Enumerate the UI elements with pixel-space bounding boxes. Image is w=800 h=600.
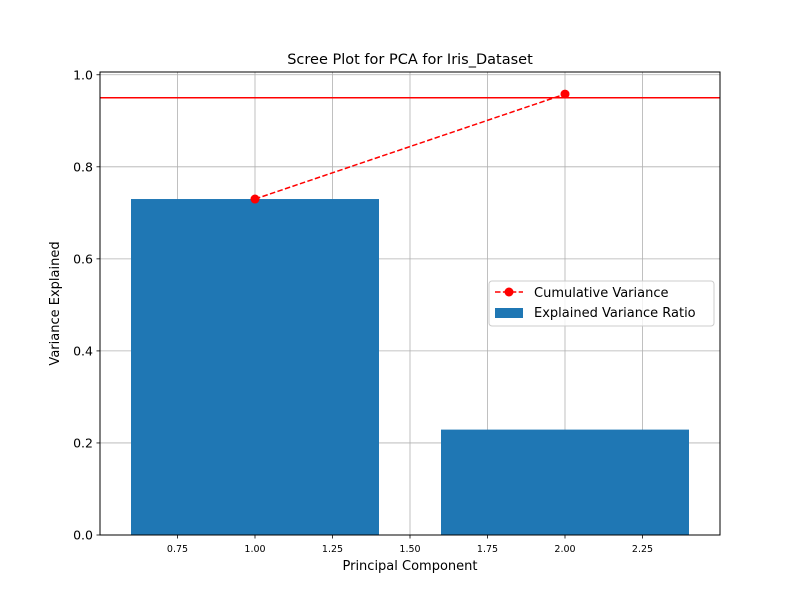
x-tick-label: 1.75 xyxy=(477,544,498,555)
axis-ticks: 0.75 1.00 1.25 1.50 1.75 2.00 2.25 0.0 0.2 0.4 0.6… xyxy=(73,67,653,555)
chart-title: Scree Plot for PCA for Iris_Dataset xyxy=(287,52,533,68)
y-tick-label: 0.4 xyxy=(73,343,93,358)
y-axis-label: Variance Explained xyxy=(48,241,63,365)
y-tick-label: 1.0 xyxy=(73,67,93,82)
y-tick-label: 0.6 xyxy=(73,251,93,266)
cumulative-point-1 xyxy=(250,194,260,204)
x-tick-label: 1.00 xyxy=(244,544,265,555)
x-tick-label: 0.75 xyxy=(167,544,188,555)
cumulative-line xyxy=(250,89,570,204)
x-tick-label: 1.25 xyxy=(322,544,343,555)
x-tick-label: 2.00 xyxy=(554,544,575,555)
x-axis-label: Principal Component xyxy=(342,559,477,574)
legend-label-bars: Explained Variance Ratio xyxy=(534,306,696,321)
legend-bar-swatch xyxy=(495,308,523,318)
legend-label-cumulative: Cumulative Variance xyxy=(534,286,669,301)
y-tick-label: 0.8 xyxy=(73,159,93,174)
legend: Cumulative Variance Explained Variance R… xyxy=(488,280,715,327)
cumulative-line-path xyxy=(254,93,566,200)
cumulative-point-2 xyxy=(560,89,570,99)
bar-component-1 xyxy=(131,199,379,535)
x-tick-label: 1.50 xyxy=(399,544,420,555)
bar-component-2 xyxy=(441,429,689,535)
y-tick-label: 0.2 xyxy=(73,435,93,450)
bars xyxy=(131,199,689,535)
x-tick-label: 2.25 xyxy=(632,544,653,555)
y-tick-label: 0.0 xyxy=(73,528,93,543)
legend-line-marker xyxy=(504,287,514,297)
legend-box xyxy=(488,280,715,327)
